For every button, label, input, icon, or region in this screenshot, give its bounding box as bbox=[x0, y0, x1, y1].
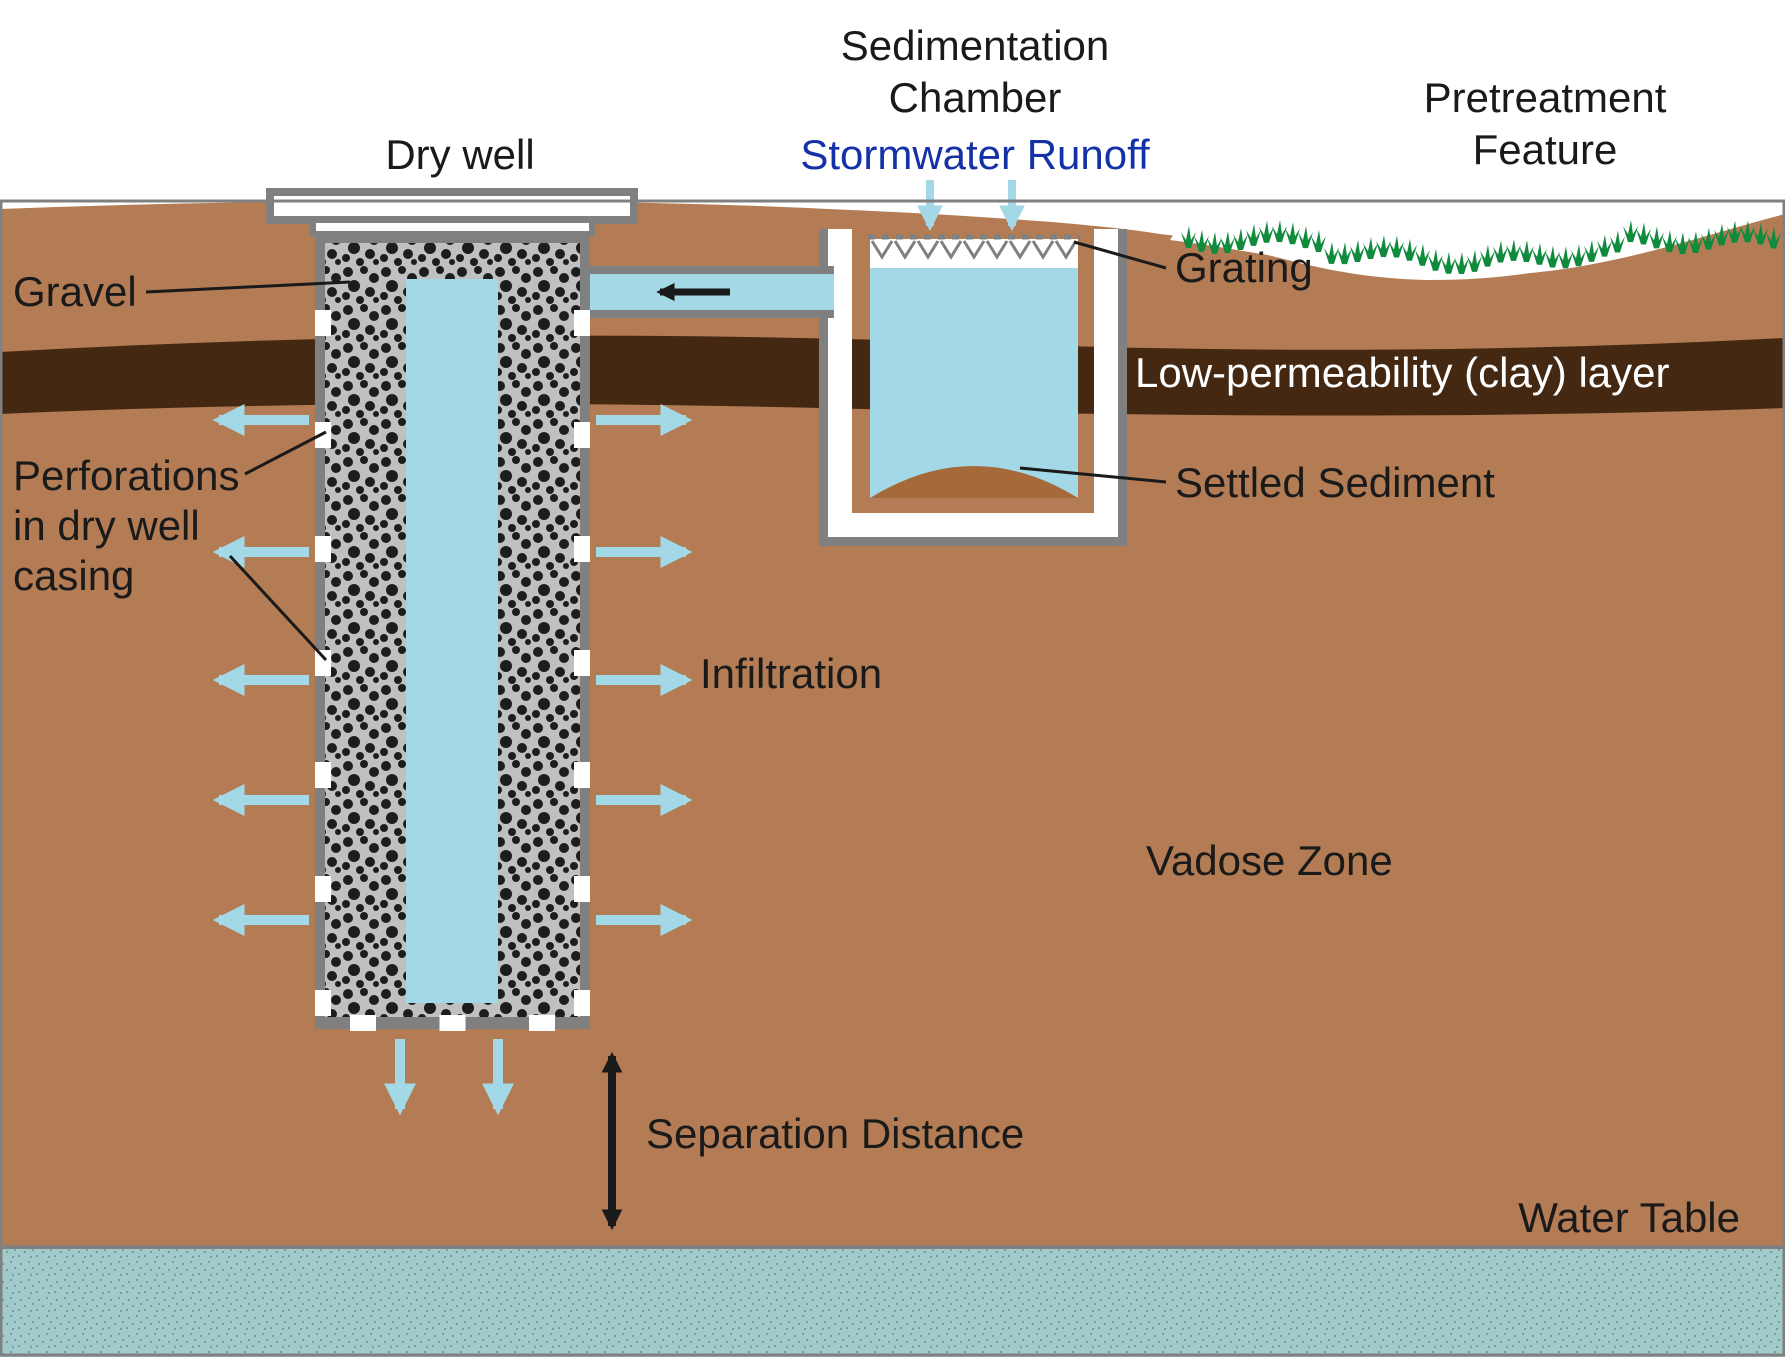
label-drywell: Dry well bbox=[385, 131, 534, 178]
perforation bbox=[315, 310, 331, 336]
perforation bbox=[315, 876, 331, 902]
label-water-table: Water Table bbox=[1518, 1194, 1740, 1241]
label-infiltration: Infiltration bbox=[700, 650, 882, 697]
label-perforations-3: casing bbox=[13, 552, 134, 599]
label-vadose: Vadose Zone bbox=[1146, 837, 1393, 884]
label-stormwater: Stormwater Runoff bbox=[800, 131, 1150, 178]
label-gravel: Gravel bbox=[13, 268, 137, 315]
perforation bbox=[350, 1015, 376, 1031]
perforation bbox=[574, 422, 590, 448]
perforation bbox=[574, 762, 590, 788]
label-settled-sediment: Settled Sediment bbox=[1175, 459, 1495, 506]
perforation bbox=[315, 990, 331, 1016]
label-sediment-chamber-2: Chamber bbox=[889, 74, 1062, 121]
label-sediment-chamber-1: Sedimentation bbox=[841, 22, 1110, 69]
perforation bbox=[574, 876, 590, 902]
label-separation: Separation Distance bbox=[646, 1110, 1024, 1157]
perforation bbox=[315, 536, 331, 562]
perforation bbox=[315, 762, 331, 788]
perforation bbox=[574, 990, 590, 1016]
label-perforations-2: in dry well bbox=[13, 502, 200, 549]
perforation bbox=[440, 1015, 466, 1031]
perforation bbox=[315, 650, 331, 676]
perforation bbox=[574, 650, 590, 676]
label-perforations-1: Perforations bbox=[13, 452, 239, 499]
dry-well bbox=[270, 192, 634, 1031]
perforation bbox=[574, 536, 590, 562]
label-low-perm: Low-permeability (clay) layer bbox=[1135, 349, 1670, 396]
water-table bbox=[0, 1247, 1785, 1357]
label-pretreat-2: Feature bbox=[1473, 126, 1618, 173]
label-grating: Grating bbox=[1175, 244, 1313, 291]
drywell-diagram: Dry well Sedimentation Chamber Pretreatment… bbox=[0, 0, 1785, 1357]
sedimentation-chamber bbox=[826, 229, 1120, 539]
label-pretreat-1: Pretreatment bbox=[1424, 74, 1667, 121]
perforation bbox=[529, 1015, 555, 1031]
perforation bbox=[574, 310, 590, 336]
